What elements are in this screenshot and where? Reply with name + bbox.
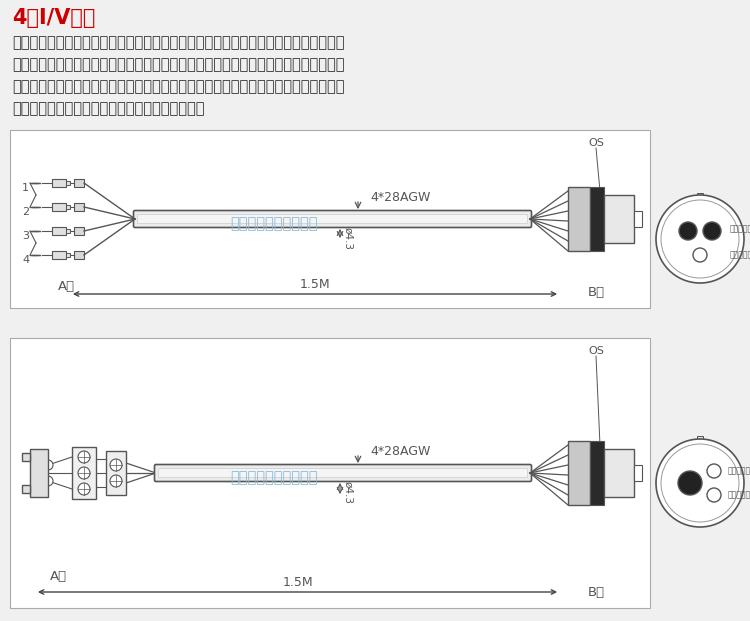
Bar	[568, 441, 590, 505]
Circle shape	[78, 483, 90, 495]
Text: 1: 1	[22, 183, 29, 193]
Text: 四象限取决于与客户的样品和对测量精度的要求。: 四象限取决于与客户的样品和对测量精度的要求。	[12, 101, 205, 116]
Text: 夹芯连接柱: 夹芯连接柱	[730, 225, 750, 233]
Text: 夹芯连接柱: 夹芯连接柱	[728, 466, 750, 476]
Circle shape	[656, 439, 744, 527]
Text: OS: OS	[588, 138, 604, 148]
Text: +: +	[30, 454, 38, 464]
Circle shape	[78, 451, 90, 463]
Bar	[634, 211, 642, 227]
Bar	[22, 485, 30, 493]
Circle shape	[78, 467, 90, 479]
Bar	[22, 453, 30, 461]
Text: 4、I/V连线: 4、I/V连线	[12, 8, 95, 28]
FancyBboxPatch shape	[134, 211, 532, 227]
FancyBboxPatch shape	[154, 465, 532, 481]
Text: 4: 4	[22, 255, 29, 265]
Text: OS: OS	[588, 346, 604, 356]
Bar	[52, 227, 66, 235]
Text: 1.5M: 1.5M	[300, 278, 330, 291]
Text: 北京衡工仪器有限公司: 北京衡工仪器有限公司	[230, 217, 317, 232]
Text: 空芯连接头: 空芯连接头	[730, 250, 750, 260]
Bar	[697, 436, 703, 444]
Circle shape	[703, 222, 721, 240]
Circle shape	[661, 200, 739, 278]
Text: 2: 2	[22, 207, 29, 217]
Text: 4*28AGW: 4*28AGW	[370, 445, 430, 458]
Circle shape	[679, 222, 697, 240]
Bar	[52, 179, 66, 187]
Bar	[66, 253, 70, 257]
Bar	[106, 451, 126, 495]
Text: 其中任意一红一黑即可测量，但，当测试样品的内阻比较小的时候，需要采用四象限测: 其中任意一红一黑即可测量，但，当测试样品的内阻比较小的时候，需要采用四象限测	[12, 57, 344, 72]
Bar	[10, 338, 650, 608]
Text: 5、RTD连线: 5、RTD连线	[12, 311, 111, 331]
Text: A端: A端	[58, 280, 75, 293]
Circle shape	[678, 471, 702, 495]
Bar	[66, 205, 70, 209]
Bar	[66, 181, 70, 185]
Bar	[590, 441, 604, 505]
Bar	[74, 227, 84, 235]
Text: 空芯连接头: 空芯连接头	[728, 491, 750, 499]
Text: ø4.3: ø4.3	[343, 481, 353, 504]
Text: B端: B端	[587, 286, 604, 299]
Bar	[74, 179, 84, 187]
Bar	[604, 195, 634, 243]
Bar	[0, 310, 750, 335]
Text: B端: B端	[587, 586, 604, 599]
Bar	[72, 447, 96, 499]
Bar	[52, 251, 66, 259]
Bar	[697, 193, 703, 201]
Text: 1.5M: 1.5M	[282, 576, 313, 589]
Bar	[604, 449, 634, 497]
Bar	[30, 449, 48, 497]
Bar	[634, 465, 642, 481]
Circle shape	[707, 464, 721, 478]
Text: 量，将电流表独立于测量回路，是为了避免串联电阻过大，影响测量精度。用两限还是: 量，将电流表独立于测量回路，是为了避免串联电阻过大，影响测量精度。用两限还是	[12, 79, 344, 94]
Bar	[74, 251, 84, 259]
FancyBboxPatch shape	[158, 468, 527, 478]
Text: 关于标准电池接线：我们提供两红两黑四线，红线为正极，黑线为负极，一般情况下用: 关于标准电池接线：我们提供两红两黑四线，红线为正极，黑线为负极，一般情况下用	[12, 35, 344, 50]
Text: 北京衡工仪器有限公司: 北京衡工仪器有限公司	[230, 471, 317, 486]
Circle shape	[693, 248, 707, 262]
Circle shape	[43, 460, 53, 470]
Text: -: -	[32, 486, 36, 496]
Bar	[10, 130, 650, 308]
Bar	[568, 187, 590, 251]
Circle shape	[656, 195, 744, 283]
Circle shape	[110, 475, 122, 487]
Circle shape	[707, 488, 721, 502]
Circle shape	[43, 476, 53, 486]
Circle shape	[110, 459, 122, 471]
Text: 4*28AGW: 4*28AGW	[370, 191, 430, 204]
Circle shape	[661, 444, 739, 522]
Bar	[74, 203, 84, 211]
Text: A端: A端	[50, 570, 68, 583]
Bar	[66, 229, 70, 233]
Text: ø4.3: ø4.3	[343, 227, 353, 250]
Bar	[52, 203, 66, 211]
Bar	[590, 187, 604, 251]
FancyBboxPatch shape	[137, 214, 527, 224]
Text: 3: 3	[22, 231, 29, 241]
